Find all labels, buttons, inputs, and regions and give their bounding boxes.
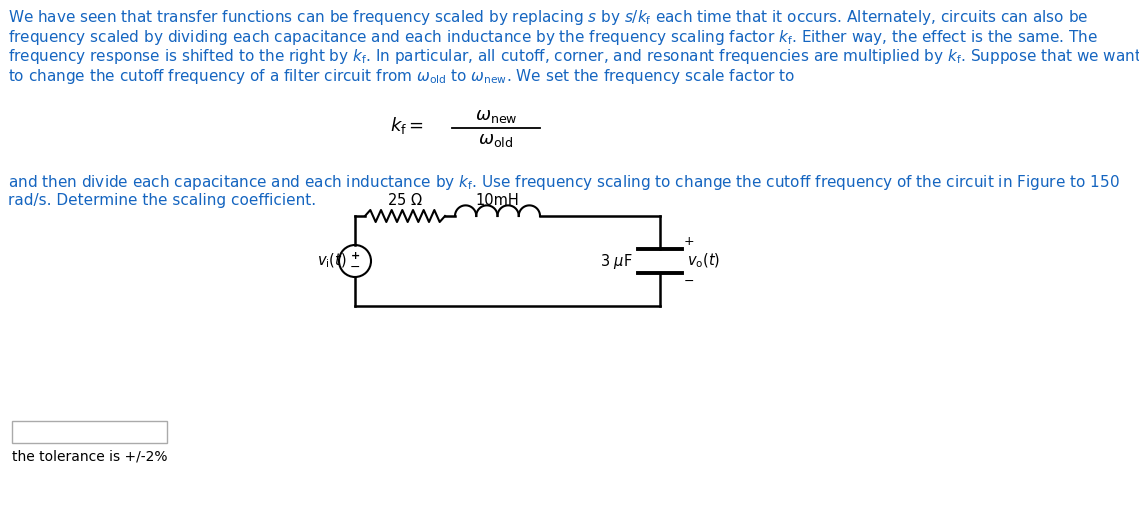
Text: 10mH: 10mH bbox=[476, 193, 519, 208]
Text: to change the cutoff frequency of a filter circuit from $\omega_\mathrm{old}$ to: to change the cutoff frequency of a filt… bbox=[8, 66, 795, 85]
Text: $v_\mathrm{o}(t)$: $v_\mathrm{o}(t)$ bbox=[687, 252, 720, 270]
Text: rad/s. Determine the scaling coefficient.: rad/s. Determine the scaling coefficient… bbox=[8, 193, 317, 207]
Text: 25 $\Omega$: 25 $\Omega$ bbox=[387, 192, 423, 208]
Text: $\omega_\mathrm{old}$: $\omega_\mathrm{old}$ bbox=[478, 131, 514, 149]
Text: $v_\mathrm{i}(t)$: $v_\mathrm{i}(t)$ bbox=[318, 252, 347, 270]
Text: $\omega_\mathrm{new}$: $\omega_\mathrm{new}$ bbox=[475, 107, 517, 125]
Text: +: + bbox=[351, 251, 360, 261]
Text: frequency scaled by dividing each capacitance and each inductance by the frequen: frequency scaled by dividing each capaci… bbox=[8, 28, 1098, 47]
Text: −: − bbox=[350, 261, 360, 273]
Text: and then divide each capacitance and each inductance by $k_\mathrm{f}$. Use freq: and then divide each capacitance and eac… bbox=[8, 173, 1120, 192]
Text: frequency response is shifted to the right by $k_\mathrm{f}$. In particular, all: frequency response is shifted to the rig… bbox=[8, 47, 1139, 66]
Text: −: − bbox=[685, 274, 695, 288]
Text: We have seen that transfer functions can be frequency scaled by replacing $s$ by: We have seen that transfer functions can… bbox=[8, 8, 1089, 27]
FancyBboxPatch shape bbox=[13, 421, 167, 443]
Text: +: + bbox=[685, 235, 695, 247]
Text: $k_\mathrm{f} =$: $k_\mathrm{f} =$ bbox=[390, 114, 424, 135]
Text: the tolerance is +/-2%: the tolerance is +/-2% bbox=[13, 449, 167, 463]
Text: 3 $\mu$F: 3 $\mu$F bbox=[600, 251, 633, 270]
